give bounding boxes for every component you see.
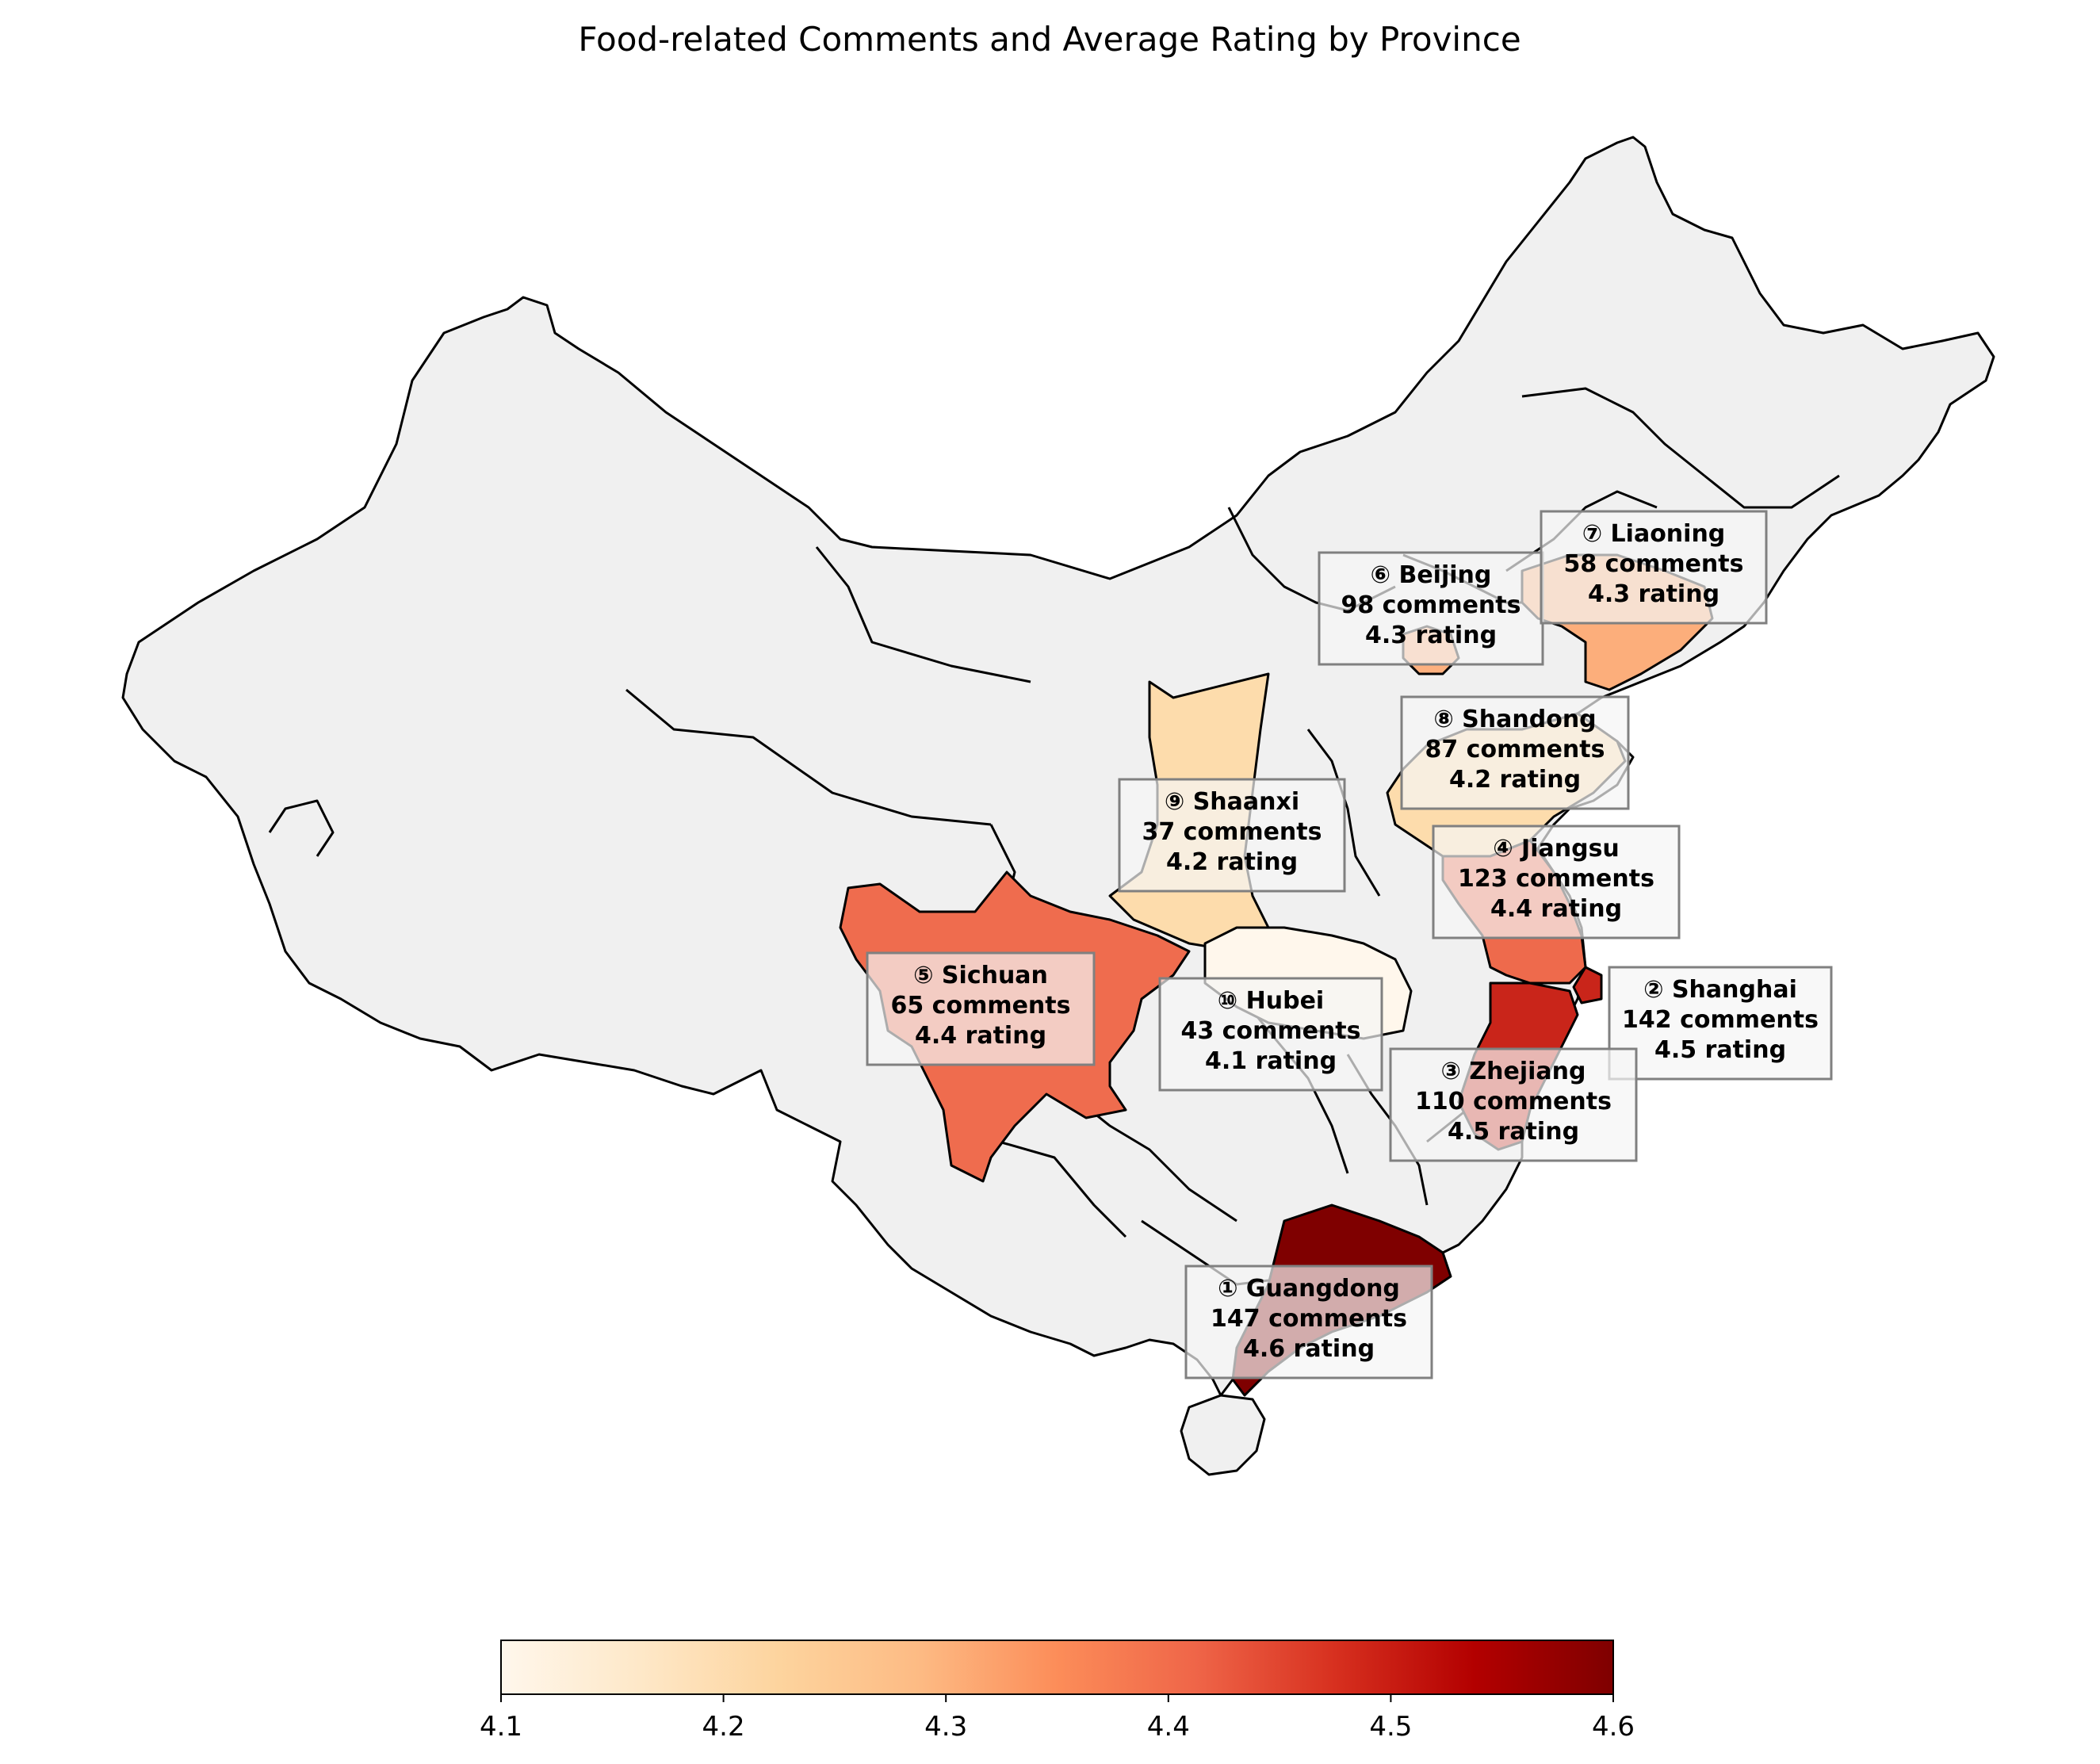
china-outline bbox=[121, 136, 1995, 1397]
label-comments: 142 comments bbox=[1622, 1006, 1819, 1034]
colorbar-tick-label: 4.4 bbox=[1147, 1711, 1190, 1743]
label-comments: 65 comments bbox=[890, 992, 1070, 1020]
colorbar-tick-label: 4.1 bbox=[480, 1711, 522, 1743]
label-rating: 4.3 rating bbox=[1588, 580, 1719, 608]
label-box bbox=[866, 951, 1096, 1066]
label-rating: 4.2 rating bbox=[1166, 848, 1298, 876]
label-rating: 4.4 rating bbox=[915, 1022, 1046, 1050]
label-comments: 147 comments bbox=[1211, 1305, 1407, 1333]
province-shanghai bbox=[1572, 966, 1603, 1004]
label-rating: 4.2 rating bbox=[1449, 766, 1581, 794]
label-rating: 4.5 rating bbox=[1448, 1118, 1579, 1146]
label-box bbox=[1400, 695, 1630, 810]
label-box bbox=[1608, 966, 1833, 1081]
colorbar-ticks: 4.1 4.2 4.3 4.4 4.5 4.6 bbox=[480, 1694, 1635, 1743]
label-box bbox=[1389, 1047, 1638, 1162]
label-title: ⑧ Shandong bbox=[1433, 706, 1596, 733]
colorbar: 4.1 4.2 4.3 4.4 4.5 4.6 bbox=[480, 1640, 1635, 1743]
hainan-island bbox=[1180, 1394, 1266, 1476]
label-title: ⑨ Shaanxi bbox=[1165, 788, 1299, 816]
label-box bbox=[1432, 825, 1681, 939]
label-comments: 123 comments bbox=[1458, 865, 1654, 893]
label-rating: 4.5 rating bbox=[1654, 1036, 1786, 1064]
label-comments: 98 comments bbox=[1341, 591, 1520, 619]
label-box bbox=[1118, 778, 1346, 893]
label-comments: 37 comments bbox=[1142, 818, 1322, 846]
label-title: ④ Jiangsu bbox=[1493, 835, 1620, 863]
colorbar-gradient bbox=[500, 1640, 1614, 1695]
map-title: Food-related Comments and Average Rating… bbox=[578, 20, 1520, 59]
label-box bbox=[1158, 977, 1383, 1092]
label-zhejiang: ③ Zhejiang 110 comments 4.5 rating bbox=[1389, 1047, 1638, 1162]
label-box bbox=[1184, 1265, 1433, 1379]
label-rating: 4.3 rating bbox=[1365, 622, 1497, 649]
label-comments: 110 comments bbox=[1415, 1088, 1612, 1115]
colorbar-tick-label: 4.5 bbox=[1369, 1711, 1412, 1743]
label-title: ② Shanghai bbox=[1643, 976, 1797, 1004]
label-rating: 4.4 rating bbox=[1490, 895, 1622, 923]
label-rating: 4.6 rating bbox=[1243, 1335, 1375, 1363]
label-title: ⑥ Beijing bbox=[1371, 561, 1492, 589]
label-comments: 58 comments bbox=[1563, 550, 1743, 578]
label-title: ⑦ Liaoning bbox=[1582, 520, 1726, 548]
label-shandong: ⑧ Shandong 87 comments 4.2 rating bbox=[1400, 695, 1630, 810]
label-rating: 4.1 rating bbox=[1205, 1047, 1337, 1075]
label-box bbox=[1318, 551, 1544, 666]
label-title: ⑩ Hubei bbox=[1218, 987, 1324, 1015]
label-comments: 43 comments bbox=[1180, 1017, 1360, 1045]
label-title: ⑤ Sichuan bbox=[913, 962, 1048, 989]
label-comments: 87 comments bbox=[1425, 736, 1605, 763]
colorbar-tick-label: 4.6 bbox=[1592, 1711, 1635, 1743]
colorbar-tick-label: 4.3 bbox=[924, 1711, 967, 1743]
colorbar-tick-label: 4.2 bbox=[702, 1711, 745, 1743]
label-title: ③ Zhejiang bbox=[1441, 1058, 1586, 1085]
label-box bbox=[1540, 510, 1768, 625]
label-title: ① Guangdong bbox=[1218, 1275, 1400, 1303]
china-map bbox=[121, 136, 1995, 1476]
